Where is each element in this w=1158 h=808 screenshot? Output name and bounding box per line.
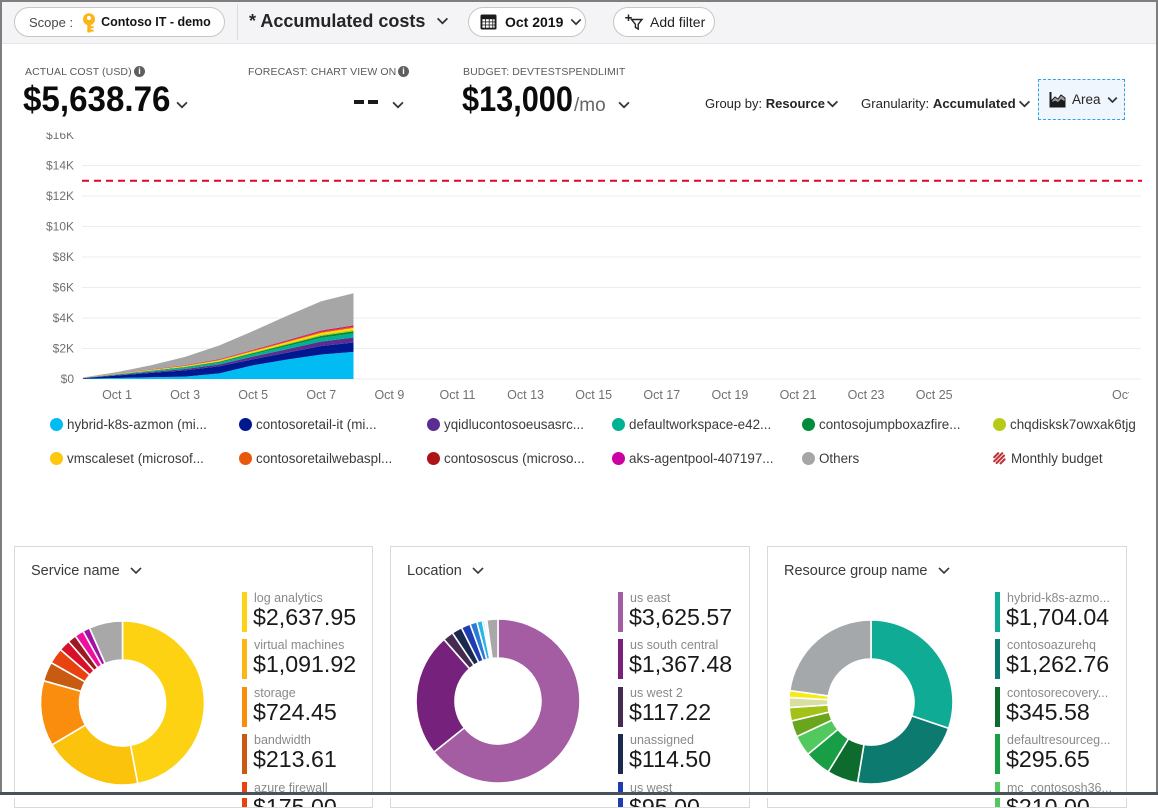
svg-text:Oct 21: Oct 21 [780,388,817,402]
svg-text:$8K: $8K [53,250,74,264]
svg-text:$12K: $12K [46,189,74,203]
svg-text:$14K: $14K [46,159,74,173]
svg-text:Oct 1: Oct 1 [102,388,132,402]
svg-text:$6K: $6K [53,281,74,295]
svg-text:Oct 3: Oct 3 [170,388,200,402]
svg-text:Oct 19: Oct 19 [711,388,748,402]
svg-text:Oct 13: Oct 13 [507,388,544,402]
svg-text:$4K: $4K [53,311,74,325]
svg-text:Oct 11: Oct 11 [440,388,476,402]
svg-text:$10K: $10K [46,220,74,234]
svg-text:Oct 7: Oct 7 [306,388,336,402]
svg-text:Oct 25: Oct 25 [916,388,953,402]
svg-text:Oct 27: Oct 27 [1112,388,1149,402]
svg-text:Oct 23: Oct 23 [848,388,885,402]
svg-text:$2K: $2K [53,342,74,356]
svg-text:Oct 5: Oct 5 [238,388,268,402]
svg-text:$0: $0 [61,372,75,386]
svg-text:Oct 15: Oct 15 [575,388,612,402]
svg-text:Oct 17: Oct 17 [643,388,680,402]
svg-text:Oct 9: Oct 9 [374,388,404,402]
